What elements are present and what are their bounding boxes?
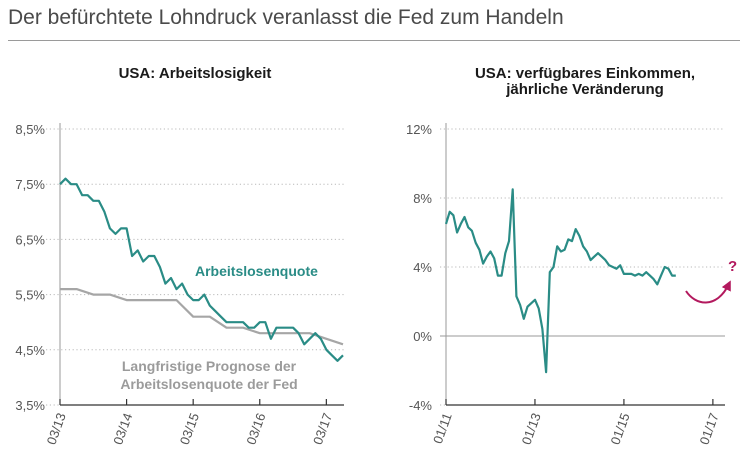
- income-chart: USA: verfügbares Einkommen, jährliche Ve…: [406, 65, 737, 447]
- left-y-tick-label: 6,5%: [15, 232, 45, 247]
- left-x-tick-label: 03/14: [110, 411, 135, 447]
- headline-divider: [8, 40, 740, 41]
- right-x-tick-label: 01/11: [430, 411, 455, 446]
- left-y-tick-label: 7,5%: [15, 177, 45, 192]
- fed-forecast-label-line1: Langfristige Prognose der: [122, 358, 297, 374]
- left-x-tick-label: 03/17: [310, 411, 335, 447]
- headline: Der befürchtete Lohndruck veranlasst die…: [8, 6, 564, 29]
- right-series-0-line: [444, 188, 676, 374]
- income-chart-title-line2: jährliche Veränderung: [505, 81, 664, 98]
- right-x-tick-label: 01/17: [696, 411, 721, 447]
- left-x-tick-label: 03/15: [177, 411, 202, 447]
- left-y-tick-label: 5,5%: [15, 288, 45, 303]
- left-x-tick-label: 03/16: [243, 411, 268, 447]
- right-x-tick-label: 01/15: [608, 411, 633, 447]
- upturn-arrow-icon: [685, 280, 731, 304]
- right-y-tick-label: 8%: [413, 191, 432, 206]
- left-x-tick-label: 03/13: [44, 411, 69, 447]
- right-y-tick-label: 12%: [406, 122, 432, 137]
- left-series-1-line: [60, 288, 344, 346]
- unemployment-series-label: Arbeitslosenquote: [195, 263, 318, 279]
- right-y-tick-label: 0%: [413, 329, 432, 344]
- left-y-tick-label: 4,5%: [15, 343, 45, 358]
- right-x-tick-label: 01/13: [519, 411, 544, 447]
- question-mark-annotation: ?: [728, 258, 737, 275]
- left-series-0-line: [59, 177, 344, 362]
- income-chart-title-line1: USA: verfügbares Einkommen,: [475, 65, 695, 82]
- right-y-tick-label: 4%: [413, 260, 432, 275]
- left-y-tick-label: 3,5%: [15, 398, 45, 413]
- unemployment-chart-title: USA: Arbeitslosigkeit: [119, 65, 272, 82]
- left-y-tick-label: 8,5%: [15, 122, 45, 137]
- unemployment-chart: USA: Arbeitslosigkeit 8,5% 7,5% 6,5% 5,5% 4,…: [15, 65, 344, 447]
- fed-forecast-label-line2: Arbeitslosenquote der Fed: [120, 376, 297, 392]
- right-y-tick-label: -4%: [409, 398, 433, 413]
